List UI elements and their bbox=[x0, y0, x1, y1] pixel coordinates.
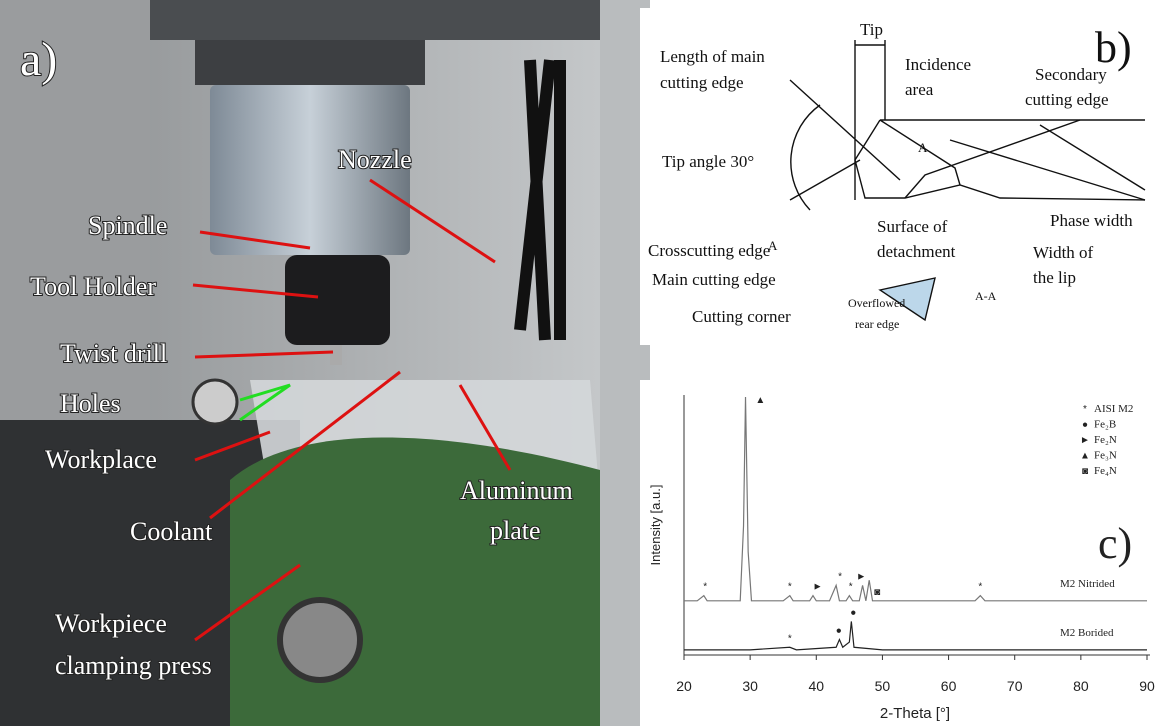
xrd-chart: 2-Theta [°] Intensity [a.u.] c) 20 30 40 50… bbox=[640, 380, 1160, 726]
label: Surface of bbox=[877, 217, 948, 236]
label: Length of main bbox=[660, 47, 765, 66]
legend-label: AISI M2 bbox=[1094, 403, 1133, 415]
label: Tip angle 30° bbox=[662, 152, 754, 171]
label: cutting edge bbox=[660, 73, 744, 92]
series-label: M2 Borided bbox=[1060, 627, 1114, 639]
x-tick-label: 30 bbox=[742, 678, 758, 694]
label: Twist drill bbox=[60, 339, 167, 368]
label: Coolant bbox=[130, 517, 213, 546]
label: Main cutting edge bbox=[652, 270, 776, 289]
legend-symbol: * bbox=[1083, 404, 1087, 415]
chart-background bbox=[640, 380, 1160, 726]
label: Tip bbox=[860, 20, 883, 39]
label: Workpiece bbox=[55, 609, 167, 638]
label: detachment bbox=[877, 242, 956, 261]
holes-image bbox=[193, 380, 237, 424]
label: Overflowed bbox=[848, 296, 905, 310]
y-axis-label: Intensity [a.u.] bbox=[648, 485, 663, 566]
legend-label: Fe₂N bbox=[1094, 434, 1117, 446]
label: clamping press bbox=[55, 651, 212, 680]
peak-marker: ● bbox=[836, 626, 842, 637]
x-tick-label: 50 bbox=[875, 678, 891, 694]
tool-holder bbox=[285, 255, 390, 345]
peak-marker: ◙ bbox=[874, 587, 880, 598]
label: Aluminum bbox=[460, 476, 573, 505]
label: the lip bbox=[1033, 268, 1076, 287]
label: cutting edge bbox=[1025, 90, 1109, 109]
peak-marker: * bbox=[703, 582, 707, 593]
label: Phase width bbox=[1050, 211, 1133, 230]
peak-marker: ● bbox=[850, 607, 856, 618]
spindle-top bbox=[195, 40, 425, 85]
peak-marker: ► bbox=[856, 571, 866, 582]
figure: a) Nozzle Spindle Tool Holder Twist dril… bbox=[0, 0, 1160, 726]
peak-marker: * bbox=[978, 582, 982, 593]
machine-head bbox=[150, 0, 600, 40]
peak-marker: * bbox=[788, 582, 792, 593]
legend-symbol: ● bbox=[1082, 420, 1088, 431]
label: plate bbox=[490, 516, 541, 545]
label: Tool Holder bbox=[30, 272, 156, 301]
panel-label: c) bbox=[1098, 519, 1132, 568]
label: Spindle bbox=[88, 211, 167, 240]
label: Holes bbox=[60, 389, 121, 418]
x-tick-label: 70 bbox=[1007, 678, 1023, 694]
peak-marker: ▲ bbox=[755, 395, 765, 406]
legend-symbol: ◙ bbox=[1082, 466, 1088, 477]
label: Secondary bbox=[1035, 65, 1107, 84]
diagram: Tip b) Length of main cutting edge Incid… bbox=[640, 8, 1160, 345]
peak-marker: * bbox=[788, 633, 792, 644]
legend-label: Fe₃N bbox=[1094, 450, 1117, 462]
peak-marker: ► bbox=[813, 582, 823, 593]
photo: a) Nozzle Spindle Tool Holder Twist dril… bbox=[0, 0, 650, 726]
legend-label: Fe₂B bbox=[1094, 419, 1116, 431]
label: A bbox=[918, 140, 928, 155]
label: Workplace bbox=[45, 445, 157, 474]
label: Incidence bbox=[905, 55, 971, 74]
label: A-A bbox=[975, 289, 997, 303]
drill bbox=[330, 345, 342, 365]
legend-label: Fe₄N bbox=[1094, 465, 1117, 477]
label: Width of bbox=[1033, 243, 1094, 262]
x-tick-label: 80 bbox=[1073, 678, 1089, 694]
label: Cutting corner bbox=[692, 307, 791, 326]
label: Crosscutting edge bbox=[648, 241, 770, 260]
x-axis-label: 2-Theta [°] bbox=[880, 705, 950, 722]
x-tick-label: 20 bbox=[676, 678, 692, 694]
vise-screw bbox=[280, 600, 360, 680]
label: Nozzle bbox=[338, 145, 412, 174]
x-tick-label: 40 bbox=[808, 678, 824, 694]
legend-symbol: ▲ bbox=[1080, 451, 1090, 462]
label: area bbox=[905, 80, 934, 99]
series-label: M2 Nitrided bbox=[1060, 578, 1115, 590]
panel-label: a) bbox=[20, 33, 57, 86]
legend-symbol: ► bbox=[1080, 435, 1090, 446]
peak-marker: * bbox=[838, 571, 842, 582]
label: rear edge bbox=[855, 317, 899, 331]
x-tick-label: 60 bbox=[941, 678, 957, 694]
x-tick-label: 90 bbox=[1139, 678, 1155, 694]
peak-marker: * bbox=[849, 582, 853, 593]
